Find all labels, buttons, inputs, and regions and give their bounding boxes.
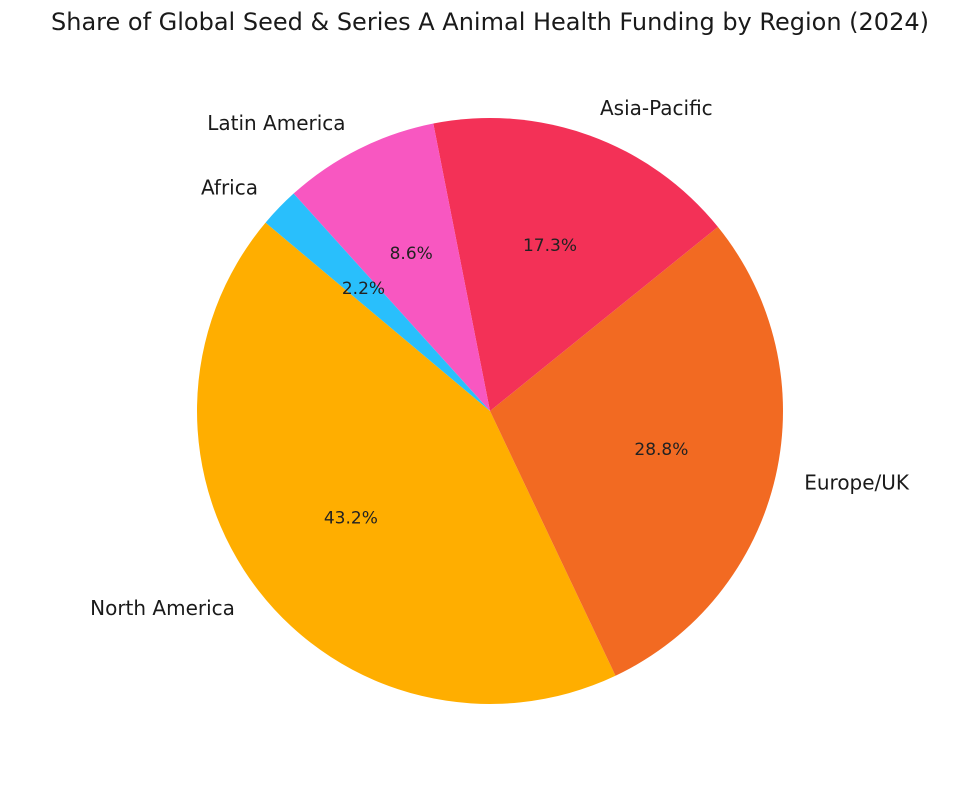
pct-label-latin-america: 8.6%: [390, 244, 433, 264]
category-label-europe-uk: Europe/UK: [804, 471, 910, 495]
pie-slice-latin-america: [293, 123, 490, 411]
category-label-north-america: North America: [90, 596, 235, 620]
category-label-africa: Africa: [201, 175, 258, 199]
category-labels: North America Europe/UK Asia-Pacific Latin …: [90, 96, 910, 620]
pie-slice-north-america: [197, 222, 616, 704]
pct-label-asia-pacific: 17.3%: [523, 236, 577, 256]
pct-label-europe-uk: 28.8%: [634, 440, 688, 460]
category-label-asia-pacific: Asia-Pacific: [600, 96, 713, 120]
pie-slice-africa: [265, 193, 490, 411]
category-label-latin-america: Latin America: [207, 111, 345, 135]
pie-slices: [197, 118, 783, 704]
percentage-labels: 43.2% 28.8% 17.3% 8.6%2.2%: [324, 236, 689, 529]
pie-slice-asia-pacific: [433, 118, 718, 411]
chart-title: Share of Global Seed & Series A Animal H…: [51, 8, 929, 36]
pct-label-north-america: 43.2%: [324, 508, 378, 528]
pct-label-africa: 2.2%: [342, 279, 385, 299]
pie-slice-europe-uk: [490, 226, 783, 676]
